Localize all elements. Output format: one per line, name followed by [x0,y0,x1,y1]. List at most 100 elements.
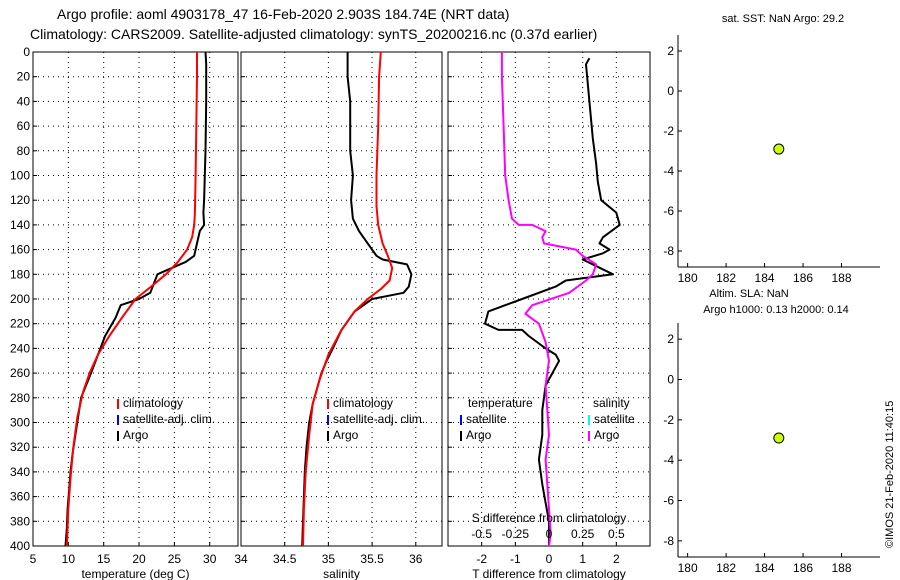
legend-title-salinity: salinity [593,396,630,410]
x-tick-label: 35 [322,552,336,566]
sla-title: Altim. SLA: NaN [709,288,789,300]
x-tick-label: 180 [678,271,698,285]
x-tick-label: 0 [546,552,553,566]
x-tick-label: 188 [832,561,852,575]
y-tick-label: 0 [667,84,674,98]
panel-difference: -2 -1 0 1 2T difference from climatology S di… [447,51,651,580]
y-tick-label: -8 [663,244,674,258]
top-axis-tick-label: -0.25 [502,527,530,541]
x-tick-label: 34.5 [273,552,297,566]
legend-label: Argo [333,428,359,442]
x-tick-label: 5 [30,552,37,566]
x-tick-label: 36 [409,552,423,566]
top-axis-tick-label: 0 [546,527,553,541]
depth-tick-label: 20 [17,70,31,84]
y-tick-label: 2 [667,332,674,346]
depth-tick-label: 240 [10,341,30,355]
depth-tick-label: 180 [10,267,30,281]
y-tick-label: 2 [667,44,674,58]
legend-label: Argo [123,428,149,442]
x-tick-label: 1 [579,552,586,566]
x-tick-label: 188 [832,271,852,285]
depth-tick-label: 120 [10,193,30,207]
x-axis-label: T difference from climatology [472,567,626,580]
x-tick-label: -1 [510,552,521,566]
x-tick-label: 186 [793,561,813,575]
x-tick-label: 180 [678,561,698,575]
depth-tick-label: 260 [10,366,30,380]
x-axis-label: temperature (deg C) [81,567,189,580]
series-line-t-difference [484,57,621,546]
legend-label: Argo [594,428,620,442]
legend-label: climatology [333,396,393,410]
x-tick-label: 184 [755,561,775,575]
depth-tick-label: 80 [17,144,31,158]
legend-title-temperature: temperature [468,396,533,410]
x-tick-label: -2 [476,552,487,566]
title-line-1: Argo profile: aoml 4903178_47 16-Feb-202… [57,6,509,22]
depth-tick-label: 360 [10,490,30,504]
top-axis-label: S difference from climatology [472,511,627,525]
depth-tick-label: 300 [10,416,30,430]
x-tick-label: 30 [203,552,217,566]
plot-frame [32,51,239,547]
x-tick-label: 184 [755,271,775,285]
y-tick-label: -2 [663,413,674,427]
depth-tick-label: 0 [23,45,30,59]
depth-tick-label: 320 [10,440,30,454]
series-line-climatology [65,52,198,547]
legend-label: satellite [594,412,635,426]
imos-stamp: ©IMOS 21-Feb-2020 11:40:15 [884,401,896,548]
depth-tick-label: 380 [10,514,30,528]
y-tick-label: -4 [663,453,674,467]
depth-tick-label: 220 [10,317,30,331]
legend-label: satellite-adj. clim. [333,412,425,426]
y-tick-label: -8 [663,534,674,548]
y-tick-label: -4 [663,164,674,178]
y-tick-label: -2 [663,124,674,138]
depth-tick-label: 200 [10,292,30,306]
x-tick-label: 35.5 [360,552,384,566]
depth-tick-label: 400 [10,539,30,553]
top-axis-tick-label: 0.25 [571,527,595,541]
series-line-climatology [302,51,394,547]
depth-tick-label: 160 [10,243,30,257]
x-tick-label: 182 [716,271,736,285]
top-axis-tick-label: -0.5 [471,527,492,541]
sst-title: sat. SST: NaN Argo: 29.2 [722,13,844,25]
location-marker [773,432,785,444]
depth-tick-label: 100 [10,169,30,183]
x-tick-label: 25 [168,552,182,566]
depth-tick-label: 340 [10,465,30,479]
location-marker [773,143,785,155]
x-tick-label: 186 [793,271,813,285]
x-tick-label: 20 [132,552,146,566]
x-tick-label: 15 [97,552,111,566]
plot-frame [240,51,443,547]
y-tick-label: -6 [663,494,674,508]
x-axis-label: salinity [323,567,360,580]
panel-temperature: 5 10 15 20 25 30 temperature (deg C) climatolog… [30,51,239,580]
depth-tick-label: 280 [10,391,30,405]
legend-label: satellite-adj. clim. [123,412,215,426]
legend-label: Argo [466,428,492,442]
y-tick-label: 0 [667,372,674,386]
series-line-s-difference [500,52,598,547]
legend-label: satellite [466,412,507,426]
title-line-2: Climatology: CARS2009. Satellite-adjuste… [30,26,597,42]
legend-label: climatology [123,396,183,410]
y-tick-label: -6 [663,204,674,218]
x-tick-label: 34 [234,552,248,566]
top-axis-tick-label: 0.5 [608,527,625,541]
depth-tick-label: 60 [17,119,31,133]
x-tick-label: 182 [716,561,736,575]
series-line-argo [301,52,413,547]
panel-sst: 2 0 -2 -4 -6 -8 180 182 184 186 188 sat. SST: NaN A… [663,13,880,285]
sla-subtitle: Argo h1000: 0.13 h2000: 0.14 [703,304,849,316]
depth-tick-label: 140 [10,218,30,232]
panel-sla: 2 0 -2 -4 -6 -8 180 182 184 186 188 Altim. SLA: NaN… [663,288,880,575]
x-tick-label: 2 [613,552,620,566]
depth-tick-label: 40 [17,94,31,108]
panel-salinity: 34 34.5 35 35.5 36 salinity climatology satelli… [234,51,443,580]
